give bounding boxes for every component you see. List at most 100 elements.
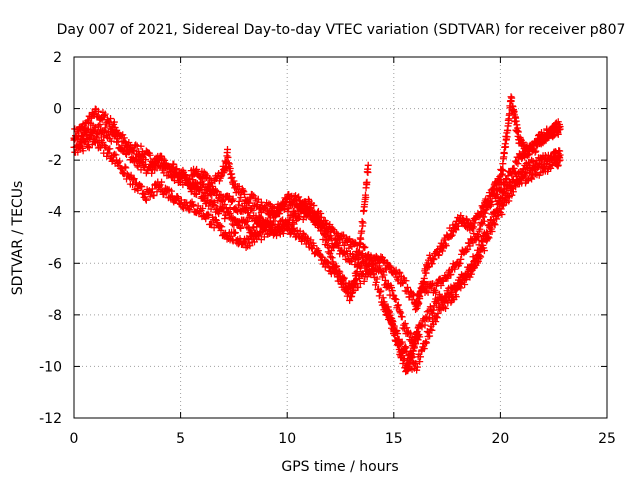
data-point [171, 170, 179, 178]
data-point [173, 165, 181, 173]
data-point [448, 231, 456, 239]
data-point [434, 309, 442, 317]
data-point [144, 167, 152, 175]
data-point [442, 242, 450, 250]
data-point [375, 262, 383, 270]
data-point [337, 280, 345, 288]
data-point [158, 178, 166, 186]
data-point [439, 247, 447, 255]
data-point [94, 122, 102, 130]
data-point [426, 303, 434, 311]
data-point [229, 195, 237, 203]
data-point [435, 248, 443, 256]
data-point [349, 287, 357, 295]
data-point [110, 118, 118, 126]
data-point [301, 198, 309, 206]
data-point [413, 363, 421, 371]
data-point [521, 172, 529, 180]
data-point [226, 165, 234, 173]
data-point [470, 223, 478, 231]
data-point [321, 263, 329, 271]
data-point [480, 217, 488, 225]
data-point [295, 233, 303, 241]
data-point [148, 169, 156, 177]
data-point [162, 189, 170, 197]
data-point [134, 187, 142, 195]
data-point [465, 265, 473, 273]
data-point [109, 156, 117, 164]
data-point [78, 131, 86, 139]
data-point [110, 150, 118, 158]
data-point [487, 192, 495, 200]
data-point [395, 337, 403, 345]
chart-title: Day 007 of 2021, Sidereal Day-to-day VTE… [57, 22, 626, 38]
x-tick-label: 10 [278, 431, 296, 447]
data-point [394, 336, 402, 344]
data-point [226, 204, 234, 212]
data-point [91, 123, 99, 131]
data-point [279, 199, 287, 207]
data-point [296, 197, 304, 205]
data-point [510, 165, 518, 173]
data-point [249, 224, 257, 232]
data-point [554, 161, 562, 169]
y-tick-label: -2 [48, 153, 62, 169]
y-axis-label: SDTVAR / TECUs [10, 181, 26, 296]
data-point [161, 156, 169, 164]
data-point [116, 157, 124, 165]
data-point [146, 151, 154, 159]
data-point [211, 201, 219, 209]
data-point [315, 218, 323, 226]
data-point [191, 180, 199, 188]
data-point [92, 133, 100, 141]
data-point [333, 262, 341, 270]
data-point [490, 216, 498, 224]
data-point [121, 138, 129, 146]
data-point [122, 164, 130, 172]
data-point [222, 229, 230, 237]
data-point [428, 326, 436, 334]
data-point [151, 159, 159, 167]
data-point [112, 151, 120, 159]
data-point [490, 220, 498, 228]
data-point [231, 229, 239, 237]
data-point [210, 198, 218, 206]
data-point [234, 201, 242, 209]
data-point [230, 177, 238, 185]
data-point [244, 217, 252, 225]
data-point [500, 149, 508, 157]
data-point [125, 148, 133, 156]
data-point [403, 324, 411, 332]
data-point [426, 325, 434, 333]
data-point [389, 318, 397, 326]
data-point [100, 111, 108, 119]
data-point [119, 131, 127, 139]
data-point [420, 274, 428, 282]
data-point [112, 131, 120, 139]
data-point [437, 281, 445, 289]
data-point [448, 289, 456, 297]
data-point [358, 227, 366, 235]
data-point [322, 224, 330, 232]
data-point [371, 254, 379, 262]
data-point [451, 265, 459, 273]
data-point [279, 229, 287, 237]
data-point [426, 314, 434, 322]
data-point [326, 220, 334, 228]
data-point [199, 193, 207, 201]
data-point [196, 183, 204, 191]
data-point [314, 247, 322, 255]
data-point [204, 210, 212, 218]
data-point [392, 296, 400, 304]
data-point [347, 257, 355, 265]
data-point [132, 141, 140, 149]
data-point [293, 226, 301, 234]
data-point [150, 161, 158, 169]
series-track-5 [411, 93, 564, 314]
data-point [114, 159, 122, 167]
data-point [402, 344, 410, 352]
data-point [125, 139, 133, 147]
data-point [228, 197, 236, 205]
data-point [485, 234, 493, 242]
series-track-4 [187, 145, 372, 304]
